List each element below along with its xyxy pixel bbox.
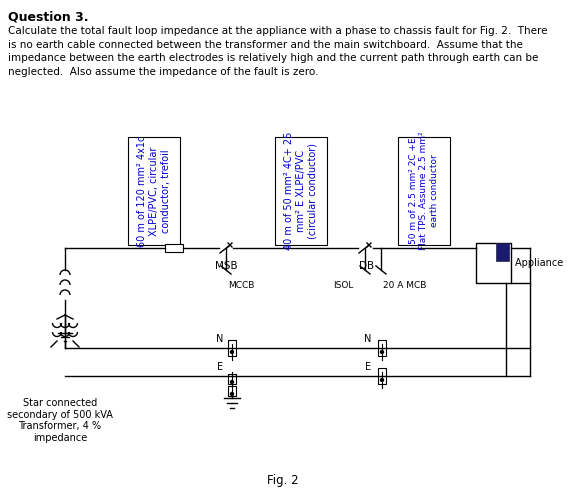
Text: 20 A MCB: 20 A MCB — [383, 281, 426, 290]
Text: E: E — [365, 362, 371, 372]
Bar — [378, 340, 386, 356]
Text: 60 m of 120 mm² 4x1c
XLPE/PVC, circular
conductor, trefoil: 60 m of 120 mm² 4x1c XLPE/PVC, circular … — [137, 135, 171, 247]
Bar — [476, 243, 511, 283]
Circle shape — [231, 392, 234, 395]
Text: MCCB: MCCB — [228, 281, 255, 290]
Text: Fig. 2: Fig. 2 — [267, 474, 299, 487]
Text: Appliance with fault: Appliance with fault — [515, 258, 567, 268]
Bar — [228, 374, 236, 384]
Text: Star connected
secondary of 500 kVA
Transformer, 4 %
impedance: Star connected secondary of 500 kVA Tran… — [7, 398, 113, 443]
Circle shape — [380, 350, 383, 353]
Text: N: N — [363, 334, 371, 344]
Bar — [275, 137, 327, 245]
Circle shape — [380, 379, 383, 382]
Circle shape — [231, 381, 234, 384]
Text: N: N — [215, 334, 223, 344]
Bar — [228, 340, 236, 356]
Bar — [398, 137, 450, 245]
Circle shape — [231, 350, 234, 353]
Text: Calculate the total fault loop impedance at the appliance with a phase to chassi: Calculate the total fault loop impedance… — [8, 26, 548, 77]
Bar — [228, 386, 236, 396]
Text: 50 m of 2.5 mm² 2C +E
Flat TPS. Assume 2.5 mm²
earth conductor: 50 m of 2.5 mm² 2C +E Flat TPS. Assume 2… — [409, 132, 439, 250]
Bar — [165, 244, 183, 252]
Text: Question 3.: Question 3. — [8, 10, 88, 23]
Text: ISOL: ISOL — [333, 281, 353, 290]
Text: E: E — [217, 362, 223, 372]
Text: 40 m of 50 mm² 4C+ 25
mm² E XLPE/PVC
(circular conductor): 40 m of 50 mm² 4C+ 25 mm² E XLPE/PVC (ci… — [285, 132, 318, 250]
Text: DB: DB — [359, 261, 374, 271]
Text: MSB: MSB — [215, 261, 238, 271]
Bar — [496, 243, 509, 261]
Bar — [128, 137, 180, 245]
Bar — [378, 368, 386, 384]
